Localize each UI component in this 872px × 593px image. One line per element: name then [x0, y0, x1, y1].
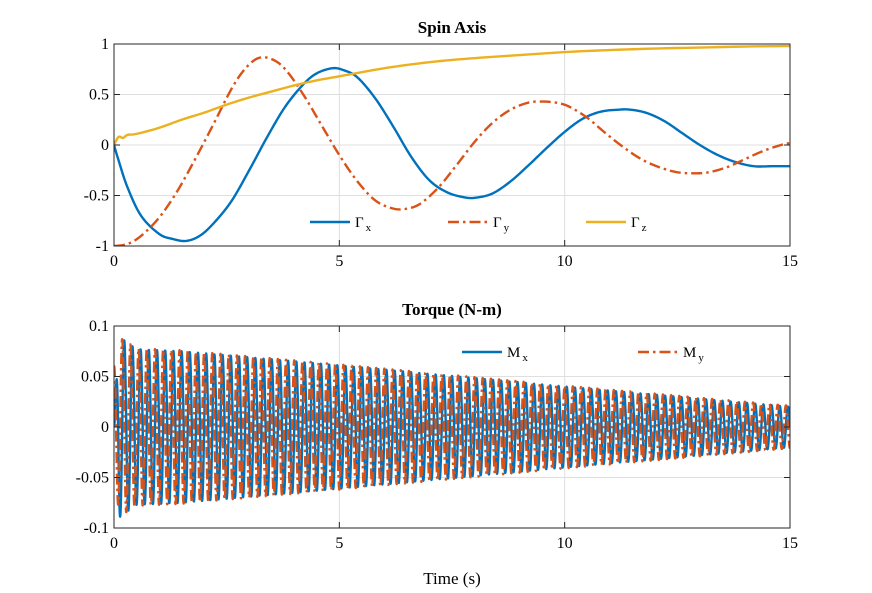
torque-xtick-label: 15 — [782, 535, 798, 552]
spin-axis-ticks: 0 5 10 15 -1 -0.5 0 0.5 1 — [84, 36, 798, 270]
legend-subscript: x — [522, 352, 528, 364]
legend-subscript: z — [642, 222, 647, 234]
spin-axis-xtick-label: 10 — [557, 253, 573, 270]
torque-xtick-label: 10 — [557, 535, 573, 552]
spin-axis-series-gammaz — [114, 44, 790, 146]
torque-ticks: 0 5 10 15 -0.1 -0.05 0 0.05 0.1 — [76, 318, 798, 552]
legend-subscript: y — [504, 222, 510, 234]
torque-xlabel: Time (s) — [423, 569, 480, 588]
torque-ytick-label: 0.05 — [81, 369, 109, 386]
legend-subscript: y — [698, 352, 704, 364]
spin-axis-ytick-label: 0.5 — [89, 87, 109, 104]
spin-axis-series-gammax — [114, 66, 790, 243]
spin-axis-xtick-label: 15 — [782, 253, 798, 270]
torque-series-mx — [114, 339, 790, 518]
torque-title: Torque (N-m) — [402, 300, 502, 319]
spin-axis-series-gammay — [114, 56, 790, 246]
spin-axis-ytick-label: 0 — [101, 137, 109, 154]
torque-xtick-label: 0 — [110, 535, 118, 552]
spin-axis-series — [114, 44, 790, 246]
legend-subscript: x — [366, 222, 372, 234]
spin-axis-ytick-label: -1 — [96, 238, 109, 255]
spin-axis-grid — [114, 44, 790, 246]
spin-axis-ytick-label: -0.5 — [84, 188, 109, 205]
spin-axis-xtick-label: 0 — [110, 253, 118, 270]
torque-ytick-label: -0.05 — [76, 470, 109, 487]
torque-series-my — [114, 337, 790, 514]
spin-axis-xtick-label: 5 — [335, 253, 343, 270]
spin-axis-ytick-label: 1 — [101, 36, 109, 53]
torque-series — [114, 337, 790, 518]
torque-ytick-label: -0.1 — [84, 520, 109, 537]
torque-xtick-label: 5 — [335, 535, 343, 552]
spin-axis-title: Spin Axis — [418, 18, 487, 37]
torque-ytick-label: 0.1 — [89, 318, 109, 335]
torque-ytick-label: 0 — [101, 419, 109, 436]
